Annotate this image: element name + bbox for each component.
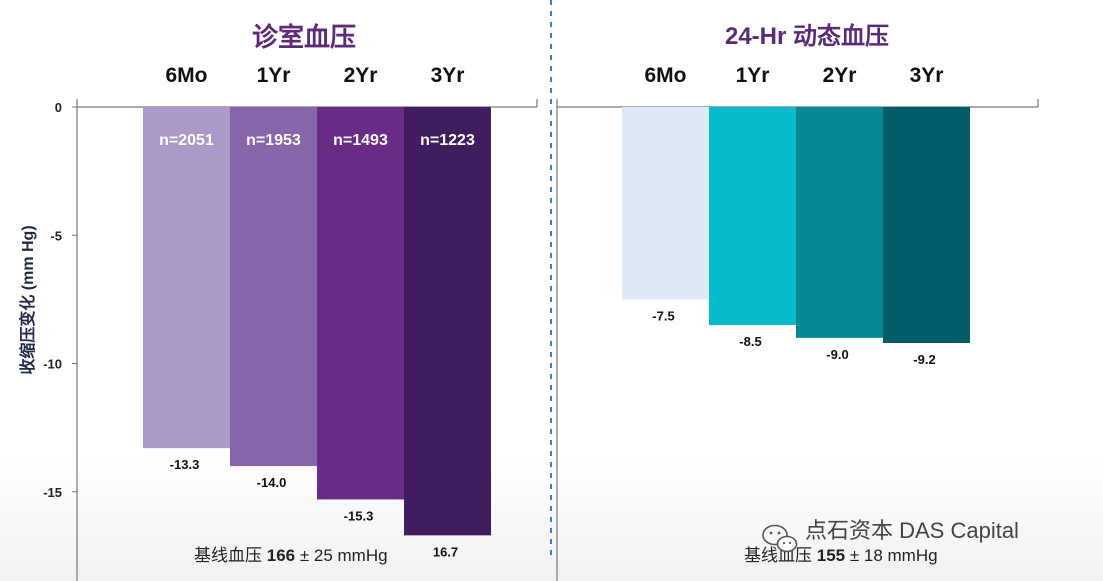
bar-0-3Yr (404, 107, 491, 536)
category-label: 2Yr (823, 64, 857, 87)
n-label: n=1953 (246, 132, 301, 149)
category-label: 3Yr (910, 64, 944, 87)
n-label: n=1493 (333, 132, 388, 149)
category-label: 1Yr (736, 64, 770, 87)
bar-0-6Mo (143, 107, 230, 449)
value-label: -14.0 (257, 475, 287, 490)
bar-1-2Yr (796, 107, 883, 338)
y-tick-label: 0 (55, 100, 62, 115)
bar-0-2Yr (317, 107, 404, 500)
y-axis-label: 收缩压变化 (mm Hg) (18, 225, 37, 374)
n-label: n=2051 (159, 132, 214, 149)
category-label: 3Yr (431, 64, 465, 87)
value-label: -15.3 (344, 508, 374, 523)
watermark-text: 点石资本 DAS Capital (805, 518, 1019, 543)
value-label: -8.5 (739, 334, 761, 349)
value-label: -7.5 (652, 308, 674, 323)
bar-1-3Yr (883, 107, 970, 343)
value-label: -13.3 (170, 457, 200, 472)
bar-0-1Yr (230, 107, 317, 467)
panel-title-1: 24-Hr 动态血压 (725, 22, 889, 50)
value-label: 16.7 (433, 544, 458, 559)
y-tick-label: -5 (50, 228, 62, 243)
watermark: 点石资本 DAS Capital (762, 518, 1019, 553)
y-tick-label: -10 (43, 357, 62, 372)
marks (143, 107, 970, 536)
bar-1-6Mo (622, 107, 709, 300)
baseline-note-1: 基线血压 155 ± 18 mmHg (744, 546, 938, 565)
labels: 0 -5 -10 -15 诊室血压 6Mo -13.3 n=2051 1Yr -14.0 n=195… (43, 22, 943, 565)
category-label: 1Yr (257, 64, 291, 87)
value-label: -9.2 (913, 352, 935, 367)
y-tick-label: -15 (43, 485, 62, 500)
panel-title-0: 诊室血压 (252, 22, 356, 52)
category-label: 6Mo (166, 64, 208, 87)
bar-1-1Yr (709, 107, 796, 326)
wechat-icon (762, 524, 798, 553)
category-label: 6Mo (645, 64, 687, 87)
value-label: -9.0 (826, 347, 848, 362)
category-label: 2Yr (344, 64, 378, 87)
baseline-note-0: 基线血压 166 ± 25 mmHg (194, 546, 388, 565)
n-label: n=1223 (420, 132, 475, 149)
